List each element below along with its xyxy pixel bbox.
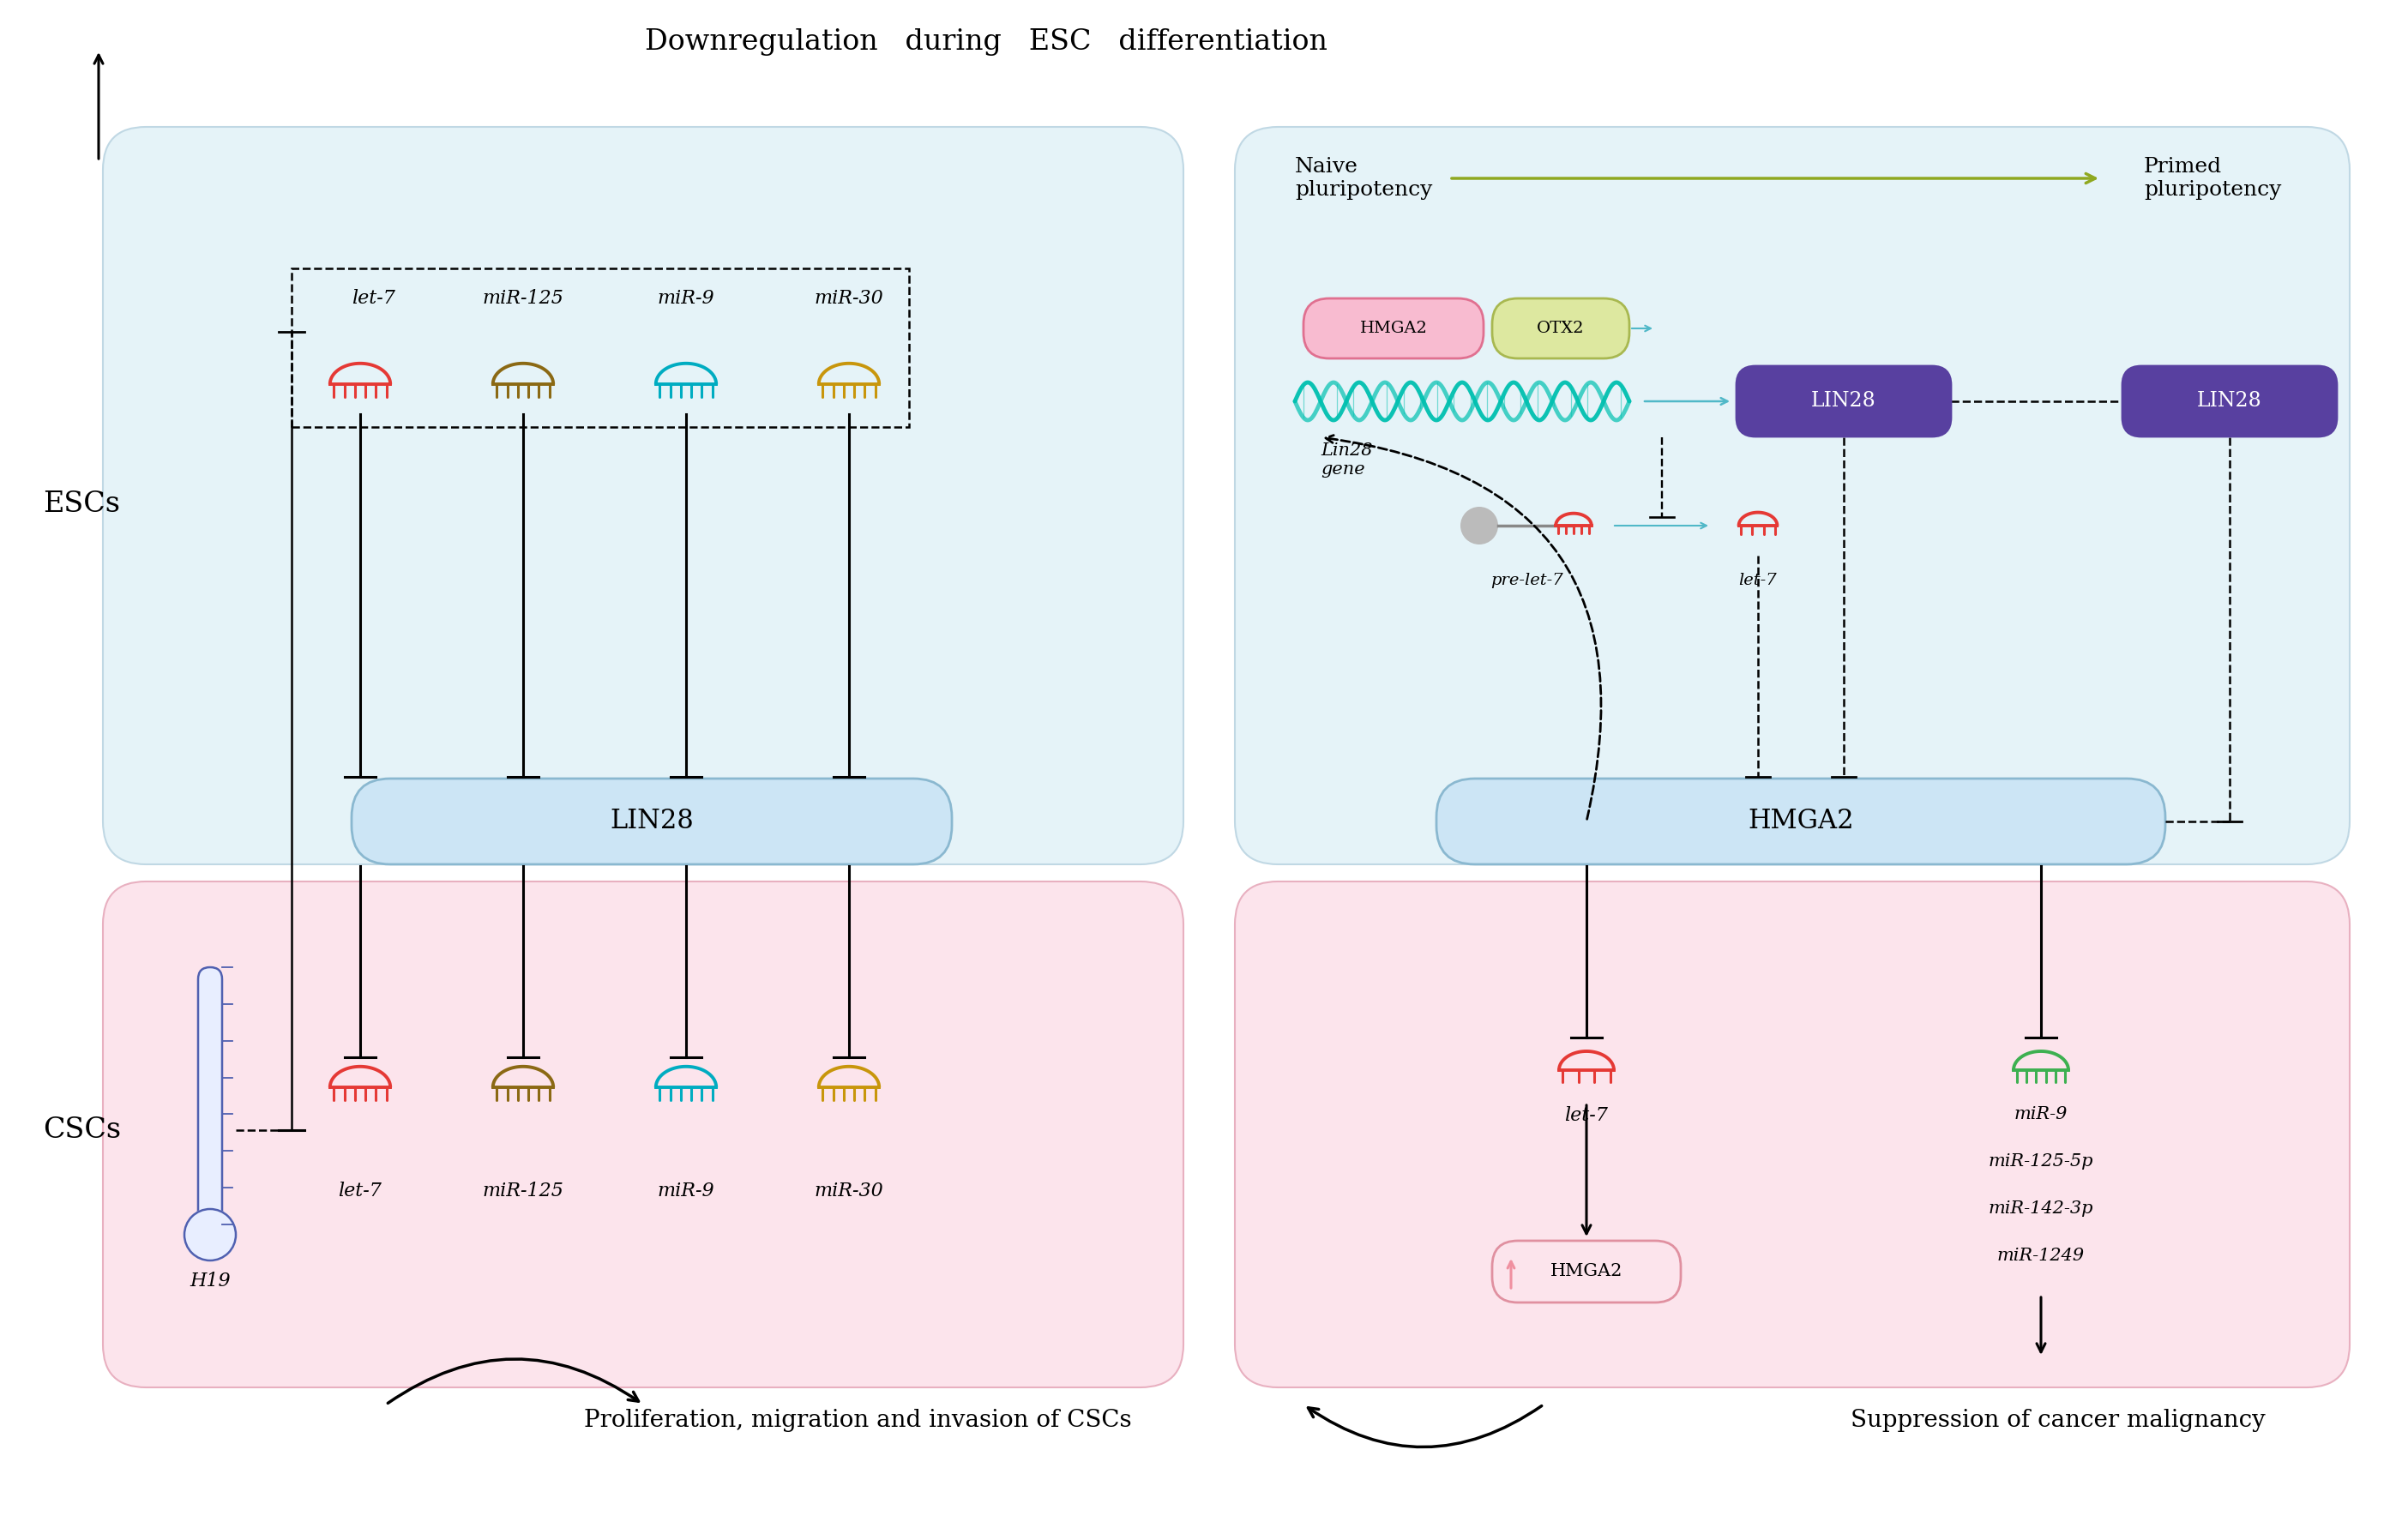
Text: miR-30: miR-30: [814, 290, 884, 308]
FancyBboxPatch shape: [1438, 779, 2165, 864]
Text: miR-125-5p: miR-125-5p: [1989, 1154, 2093, 1169]
Text: let-7: let-7: [340, 1181, 383, 1201]
Text: miR-125: miR-125: [482, 290, 563, 308]
Text: let-7: let-7: [1565, 1107, 1609, 1125]
Text: OTX2: OTX2: [1536, 321, 1584, 337]
Text: LIN28: LIN28: [609, 808, 694, 835]
Text: miR-9: miR-9: [657, 290, 715, 308]
Text: HMGA2: HMGA2: [1361, 321, 1428, 337]
Text: miR-125: miR-125: [482, 1181, 563, 1201]
Text: miR-142-3p: miR-142-3p: [1989, 1201, 2093, 1217]
Circle shape: [1459, 506, 1498, 544]
Bar: [291, 268, 908, 428]
Text: let-7: let-7: [1739, 573, 1777, 588]
Text: Suppression of cancer malignancy: Suppression of cancer malignancy: [1852, 1408, 2266, 1433]
Text: LIN28: LIN28: [2196, 391, 2261, 411]
Text: Proliferation, migration and invasion of CSCs: Proliferation, migration and invasion of…: [583, 1408, 1132, 1433]
Text: HMGA2: HMGA2: [1748, 808, 1854, 835]
FancyBboxPatch shape: [104, 881, 1182, 1387]
FancyBboxPatch shape: [1235, 881, 2350, 1387]
Text: CSCs: CSCs: [43, 1116, 120, 1145]
FancyBboxPatch shape: [104, 127, 1182, 864]
Text: miR-1249: miR-1249: [1996, 1248, 2085, 1264]
Text: Downregulation   during   ESC   differentiation: Downregulation during ESC differentiatio…: [645, 29, 1327, 56]
FancyBboxPatch shape: [1493, 1240, 1681, 1302]
Text: miR-9: miR-9: [657, 1181, 715, 1201]
Text: Naive
pluripotency: Naive pluripotency: [1296, 158, 1433, 200]
Text: Primed
pluripotency: Primed pluripotency: [2143, 158, 2280, 200]
FancyBboxPatch shape: [2121, 367, 2336, 437]
Text: LIN28: LIN28: [1811, 391, 1876, 411]
FancyBboxPatch shape: [1736, 367, 1950, 437]
FancyBboxPatch shape: [1303, 299, 1483, 358]
Text: Lin28
gene: Lin28 gene: [1320, 443, 1373, 478]
Text: miR-9: miR-9: [2013, 1107, 2068, 1122]
Text: pre-let-7: pre-let-7: [1491, 573, 1563, 588]
Text: HMGA2: HMGA2: [1551, 1263, 1623, 1280]
Text: miR-30: miR-30: [814, 1181, 884, 1201]
Text: let-7: let-7: [352, 290, 395, 308]
Text: H19: H19: [190, 1272, 231, 1290]
Text: ESCs: ESCs: [43, 491, 120, 518]
FancyBboxPatch shape: [1493, 299, 1630, 358]
Circle shape: [185, 1210, 236, 1260]
FancyBboxPatch shape: [1235, 127, 2350, 864]
FancyBboxPatch shape: [197, 967, 222, 1233]
FancyBboxPatch shape: [352, 779, 951, 864]
